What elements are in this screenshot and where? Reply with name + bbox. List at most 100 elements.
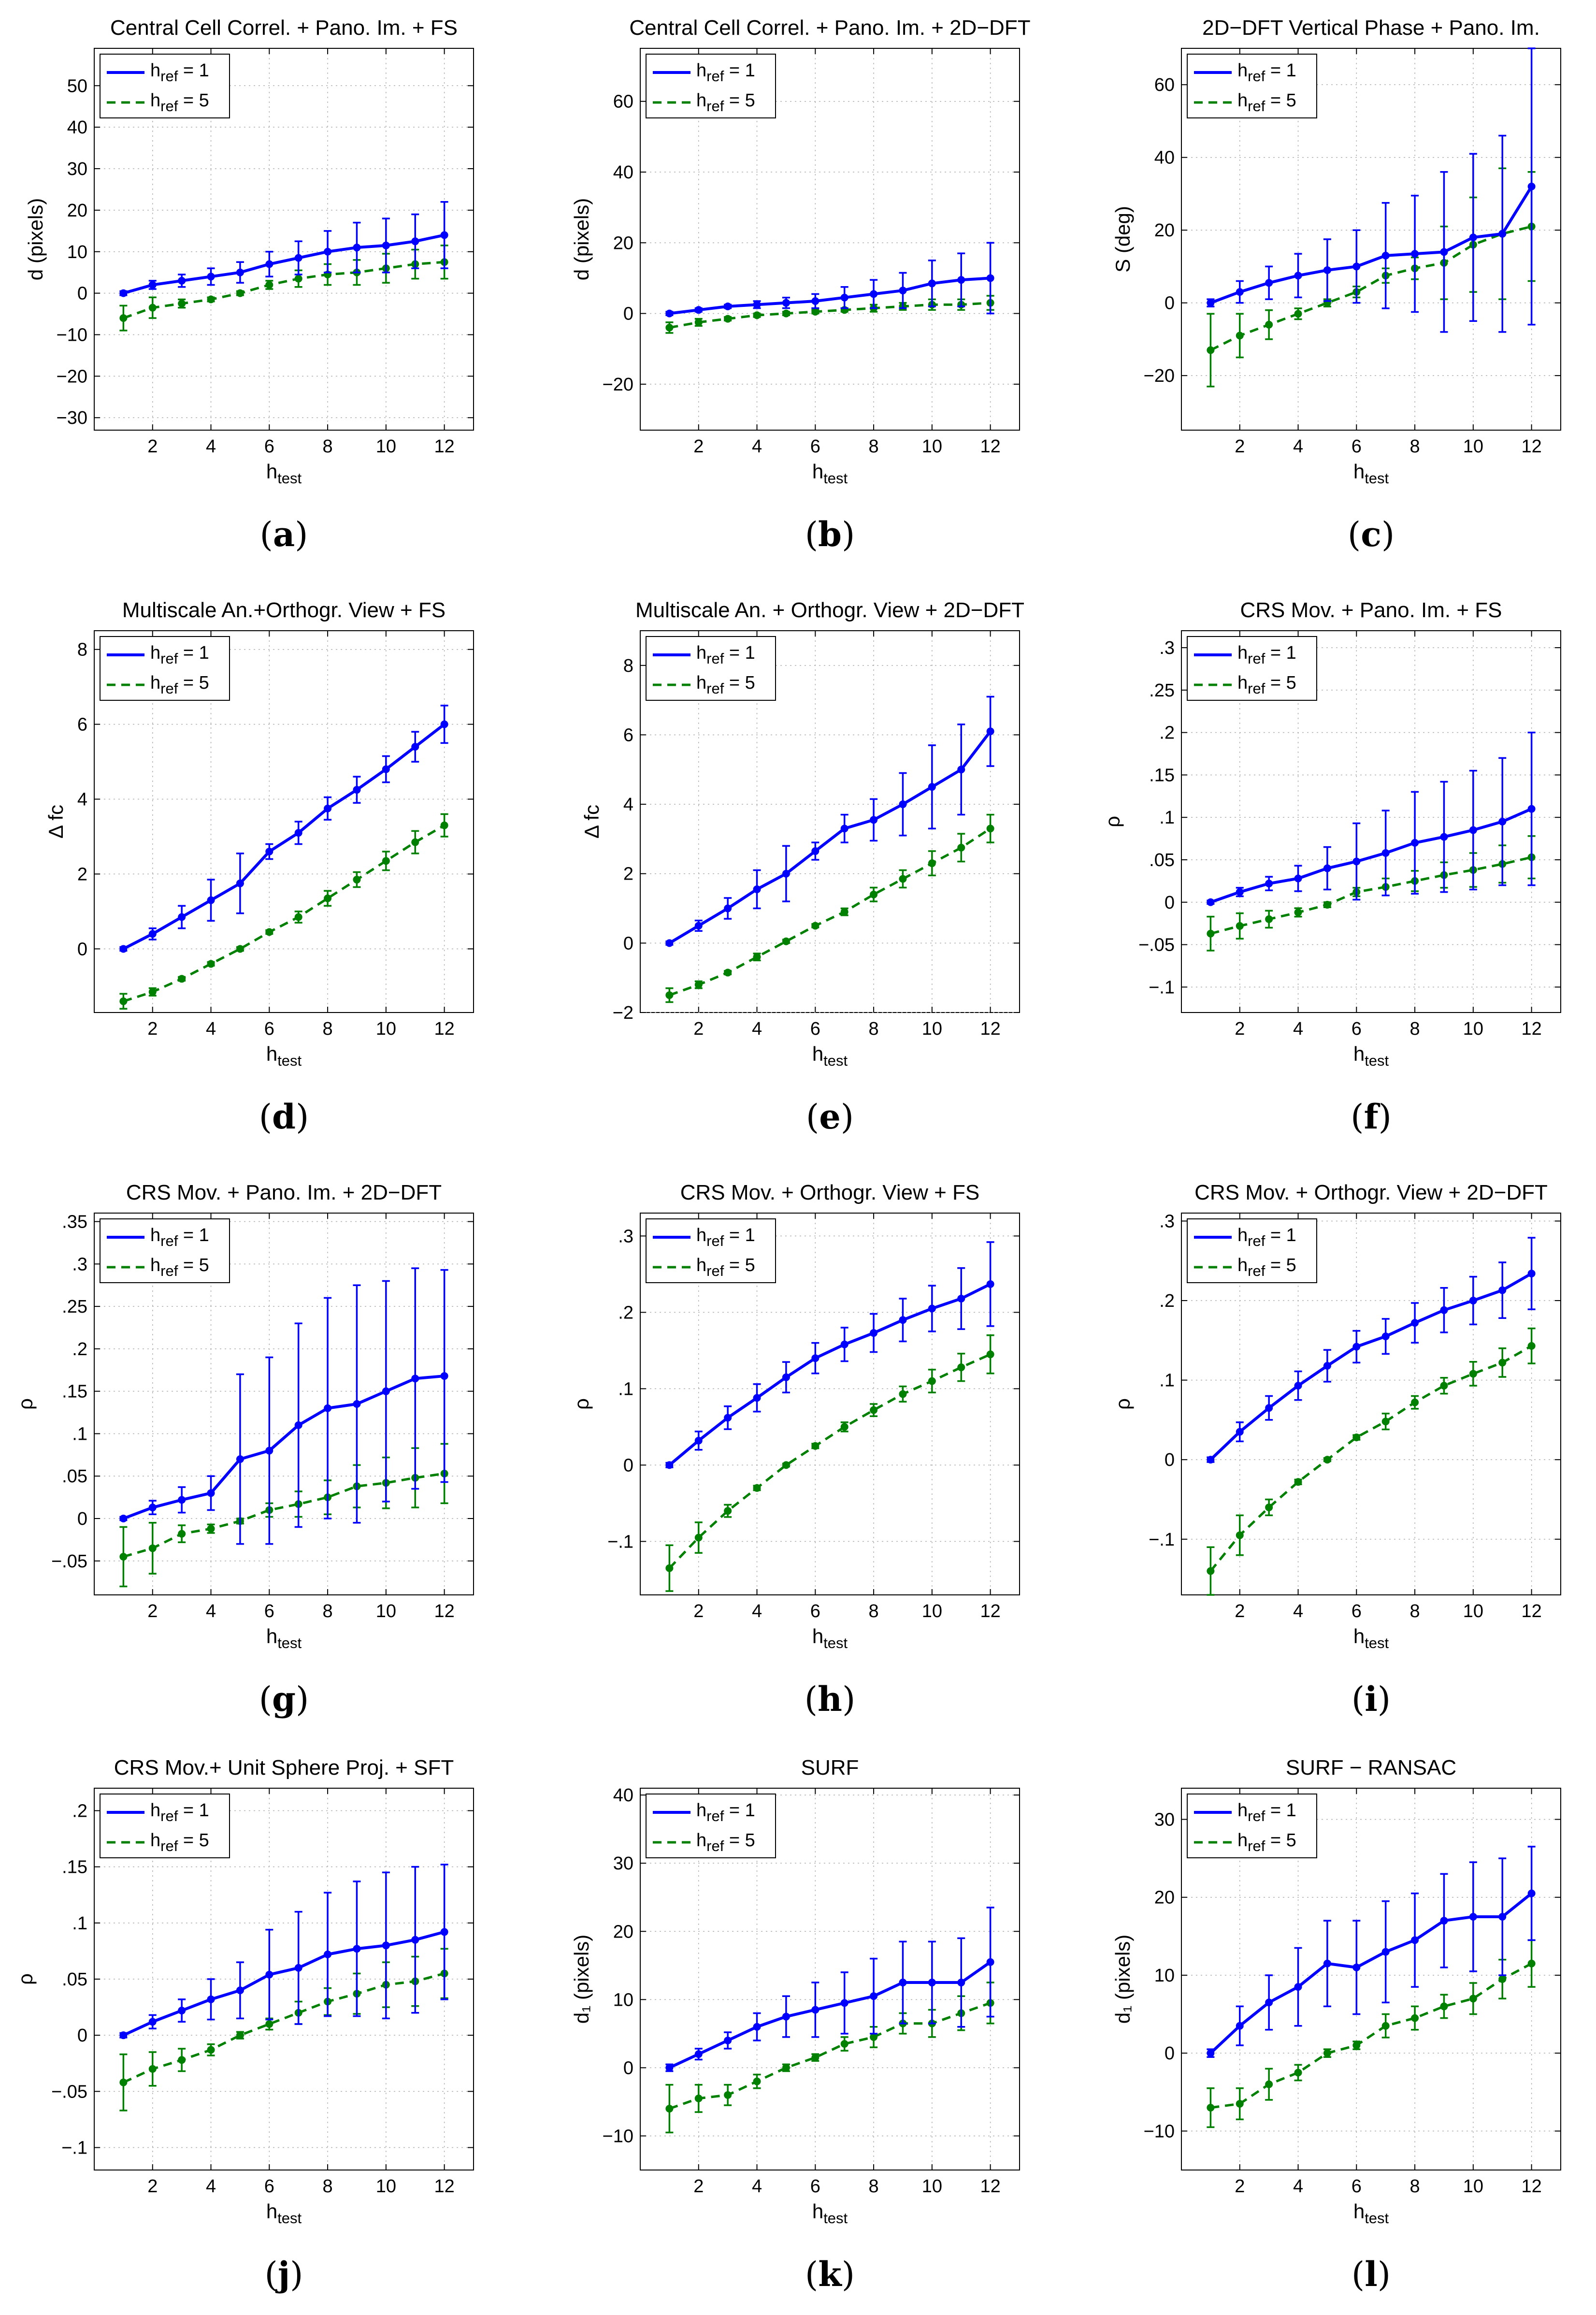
data-point	[899, 800, 907, 809]
data-point	[957, 276, 965, 284]
y-tick-label: −.05	[51, 2082, 87, 2102]
y-tick-label: 40	[67, 117, 87, 138]
x-tick-label: 6	[1352, 436, 1362, 457]
x-tick-label: 4	[1293, 436, 1303, 457]
x-tick-label: 12	[1521, 1601, 1541, 1621]
y-tick-label: 0	[1165, 293, 1175, 314]
data-point	[353, 244, 361, 252]
data-point	[1352, 857, 1361, 866]
data-point	[236, 945, 244, 953]
y-tick-label: 60	[613, 92, 633, 112]
data-point	[1469, 1370, 1477, 1378]
legend-label: href = 5	[150, 1255, 209, 1279]
data-point	[1323, 901, 1331, 909]
y-tick-label: −.1	[1149, 977, 1175, 998]
series-href-5	[1207, 1327, 1536, 1596]
series-href-5	[665, 295, 994, 334]
data-point	[870, 816, 878, 824]
data-point	[986, 1958, 994, 1966]
series-line	[123, 1472, 445, 1558]
chart-title: CRS Mov. + Pano. Im. + 2D−DFT	[126, 1181, 442, 1204]
chart-panel-d: 2 4 6 8 10 12 0 2 4 6 8 Multiscale An.+Orthogr. Vie…	[44, 598, 474, 1137]
data-point	[440, 1928, 448, 1936]
data-point	[324, 804, 332, 812]
data-point	[870, 890, 878, 898]
data-point	[665, 2064, 674, 2072]
data-point	[840, 1999, 848, 2007]
y-tick-label: −30	[57, 408, 87, 428]
chart-title: SURF	[801, 1756, 859, 1780]
y-axis-label: ρ	[570, 1398, 593, 1410]
x-axis-label: htest	[266, 460, 302, 487]
panel-label: (g)	[259, 1679, 309, 1719]
data-point	[1440, 2002, 1448, 2011]
data-point	[1236, 2022, 1244, 2030]
y-tick-label: 8	[77, 640, 87, 660]
x-tick-label: 6	[1352, 1019, 1362, 1039]
series-href-1	[119, 201, 448, 297]
data-point	[1352, 262, 1361, 271]
data-point	[119, 2031, 128, 2040]
data-point	[1265, 1404, 1273, 1412]
x-tick-label: 8	[869, 436, 879, 457]
series-line	[1210, 856, 1532, 935]
data-point	[1498, 1286, 1507, 1294]
data-point	[1265, 1503, 1273, 1511]
series-line	[668, 730, 992, 944]
data-point	[928, 279, 936, 288]
y-tick-label: .05	[62, 1969, 87, 1990]
y-tick-label: .2	[1159, 1291, 1175, 1311]
x-tick-label: 6	[264, 436, 274, 457]
data-point	[694, 1534, 703, 1542]
data-point	[753, 301, 761, 309]
y-tick-label: 0	[77, 2026, 87, 2046]
y-tick-label: .3	[1159, 638, 1175, 658]
y-tick-label: 0	[1165, 2043, 1175, 2064]
data-point	[928, 1304, 936, 1313]
panel-label: (f)	[1351, 1097, 1392, 1137]
data-point	[724, 2036, 732, 2044]
x-tick-label: 2	[1235, 436, 1245, 457]
y-tick-label: 6	[77, 715, 87, 735]
data-point	[1265, 880, 1273, 888]
x-tick-label: 6	[264, 2176, 274, 2197]
data-point	[1440, 1306, 1448, 1314]
y-tick-label: −20	[57, 366, 87, 387]
data-point	[178, 1530, 186, 1538]
x-tick-label: 6	[264, 1019, 274, 1039]
data-point	[724, 904, 732, 912]
data-point	[411, 1375, 419, 1383]
data-point	[694, 1436, 703, 1445]
y-axis-label: ρ	[1111, 1398, 1134, 1410]
x-tick-label: 10	[1463, 1601, 1483, 1621]
y-axis-label: ρ	[14, 1398, 37, 1410]
chart-title: CRS Mov. + Orthogr. View + FS	[680, 1181, 979, 1204]
series-href-1	[119, 1864, 448, 2040]
data-point	[294, 1421, 302, 1429]
data-point	[236, 1986, 244, 1995]
data-point	[782, 1373, 790, 1381]
data-point	[119, 1553, 128, 1561]
legend-label: href = 5	[696, 90, 755, 115]
chart-panel-f: 2 4 6 8 10 12 −.1 −.05 0 .05 .1 .15 .2 .25 .3 CRS Mov. …	[1101, 598, 1561, 1137]
data-point	[1207, 2049, 1215, 2057]
legend: href = 1 href = 5	[1187, 54, 1317, 118]
series-href-5	[665, 1334, 994, 1592]
legend: href = 1 href = 5	[646, 636, 776, 701]
data-point	[236, 879, 244, 887]
chart-panel-c: 2 4 6 8 10 12 −20 0 20 40 60 2D−DFT Vertical Phase …	[1111, 16, 1561, 554]
y-tick-label: .1	[1159, 1371, 1175, 1391]
data-point	[207, 1995, 215, 2003]
data-point	[1236, 1531, 1244, 1539]
y-tick-label: .3	[1159, 1211, 1175, 1231]
data-point	[294, 254, 302, 262]
legend-box	[1187, 636, 1317, 701]
legend-box	[100, 636, 230, 701]
series-href-1	[119, 705, 448, 953]
legend-label: href = 1	[150, 643, 209, 667]
y-tick-label: 40	[1154, 148, 1175, 168]
y-axis-label: d (pixels)	[570, 198, 593, 280]
legend-label: href = 1	[1237, 1800, 1296, 1824]
y-tick-label: 30	[1154, 1809, 1175, 1830]
data-point	[1265, 915, 1273, 923]
